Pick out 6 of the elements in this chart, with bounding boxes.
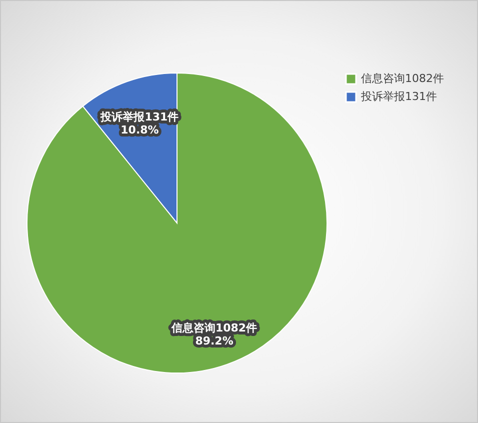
data-label: 10.8% <box>120 123 159 136</box>
legend-label: 信息咨询1082件 <box>361 72 444 85</box>
data-label: 89.2% <box>195 334 234 348</box>
legend-label: 投诉举报131件 <box>360 90 437 103</box>
pie-slice <box>26 72 328 374</box>
slice-label: 信息咨询1082件 <box>170 322 258 335</box>
